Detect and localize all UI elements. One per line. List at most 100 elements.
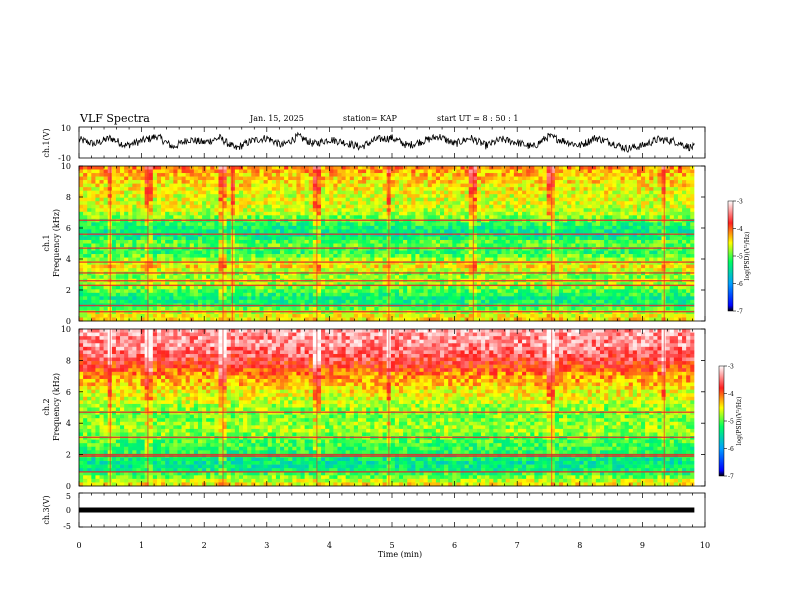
spectrogram-cell [612,250,617,255]
spectrogram-cell [571,261,576,265]
spectrogram-cell [202,194,207,198]
spectrogram-cell [337,257,342,262]
spectrogram-cell [526,225,531,230]
spectrogram-cell [263,183,269,188]
spectrogram-cell [411,201,416,206]
spectrogram-cell [636,247,642,251]
spectrogram-cell [144,247,150,251]
spectrogram-cell [115,183,121,188]
spectrogram-cell [267,254,273,258]
spectrogram-cell [79,268,84,272]
spectrogram-cell [653,194,658,198]
spectrogram-cell [682,247,687,251]
spectrogram-cell [156,239,162,244]
spectrogram-cell [169,254,174,258]
spectrogram-cell [140,187,145,191]
spectrogram-cell [550,187,556,191]
spectrogram-cell [641,176,646,181]
spectrogram-cell [308,243,314,248]
spectrogram-cell [284,190,289,195]
spectrogram-cell [665,197,671,202]
spectrogram-cell [485,211,490,216]
spectrogram-cell [587,225,593,230]
spectrogram-cell [653,183,658,188]
spectrogram-cell [452,236,457,241]
spectrogram-cell [353,201,359,206]
spectrogram-cell [99,229,104,234]
spectrogram-cell [444,187,449,191]
spectrogram-cell [349,183,355,188]
spectrogram-cell [591,250,597,255]
spectrogram-cell [575,222,580,227]
spectrogram-cell [214,180,219,184]
spectrogram-cell [370,225,375,230]
spectrogram-cell [567,247,572,251]
spectrogram-cell [398,236,404,241]
spectrogram-cell [390,264,396,269]
spectrogram-cell [181,180,186,184]
spectrogram-cell [444,239,449,244]
spectrogram-cell [616,243,621,248]
spectrogram-cell [185,176,191,181]
spectrogram-cell [382,250,387,255]
spectrogram-cell [677,183,683,188]
spectrogram-cell [197,208,203,213]
spectrogram-cell [382,197,387,202]
spectrogram-cell [214,201,219,206]
spectrogram-cell [538,215,543,220]
spectrogram-cell [353,243,359,248]
spectrogram-cell [690,194,695,198]
spectrogram-cell [620,261,625,265]
spectrogram-cell [419,201,424,206]
spectrogram-cell [275,236,281,241]
spectrogram-cell [645,247,650,251]
spectrogram-cell [152,173,158,177]
spectrogram-cell [690,268,695,272]
spectrogram-cell [435,190,441,195]
spectrogram-cell [563,197,568,202]
spectrogram-cell [423,250,428,255]
spectrogram-cell [202,229,207,234]
spectrogram-cell [87,243,92,248]
spectrogram-cell [251,169,256,174]
spectrogram-cell [485,268,490,272]
spectrogram-cell [333,169,338,174]
spectrogram-cell [542,183,547,188]
spectrogram-cell [316,173,322,177]
spectrogram-cell [99,183,104,188]
spectrogram-cell [522,268,527,272]
spectrogram-cell [550,194,556,198]
spectrogram-cell [222,190,227,195]
spectrogram-cell [329,250,334,255]
spectrogram-cell [304,204,310,209]
spectrogram-cell [587,211,593,216]
spectrogram-cell [230,250,236,255]
spectrogram-cell [79,194,84,198]
spectrogram-cell [296,183,301,188]
spectrogram-cell [682,204,687,209]
spectrogram-cell [333,254,338,258]
spectrogram-cell [259,261,264,265]
spectrogram-cell [476,229,482,234]
spectrogram-cell [99,201,104,206]
spectrogram-cell [591,254,597,258]
spectrogram-cell [197,236,203,241]
spectrogram-cell [185,275,191,280]
spectrogram-cell [468,250,474,255]
spectrogram-cell [382,194,387,198]
spectrogram-cell [513,275,519,280]
spectrogram-cell [390,201,396,206]
spectrogram-cell [193,239,199,244]
spectrogram-cell [624,194,630,198]
spectrogram-cell [161,236,166,241]
spectrogram-cell [144,225,150,230]
spectrogram-cell [669,254,675,258]
spectrogram-cell [378,239,383,244]
spectrogram-cell [366,250,371,255]
spectrogram-cell [316,247,322,251]
spectrogram-cell [608,194,613,198]
spectrogram-cell [111,239,117,244]
spectrogram-cell [115,176,121,181]
spectrogram-cell [152,264,158,269]
spectrogram-cell [136,180,141,184]
